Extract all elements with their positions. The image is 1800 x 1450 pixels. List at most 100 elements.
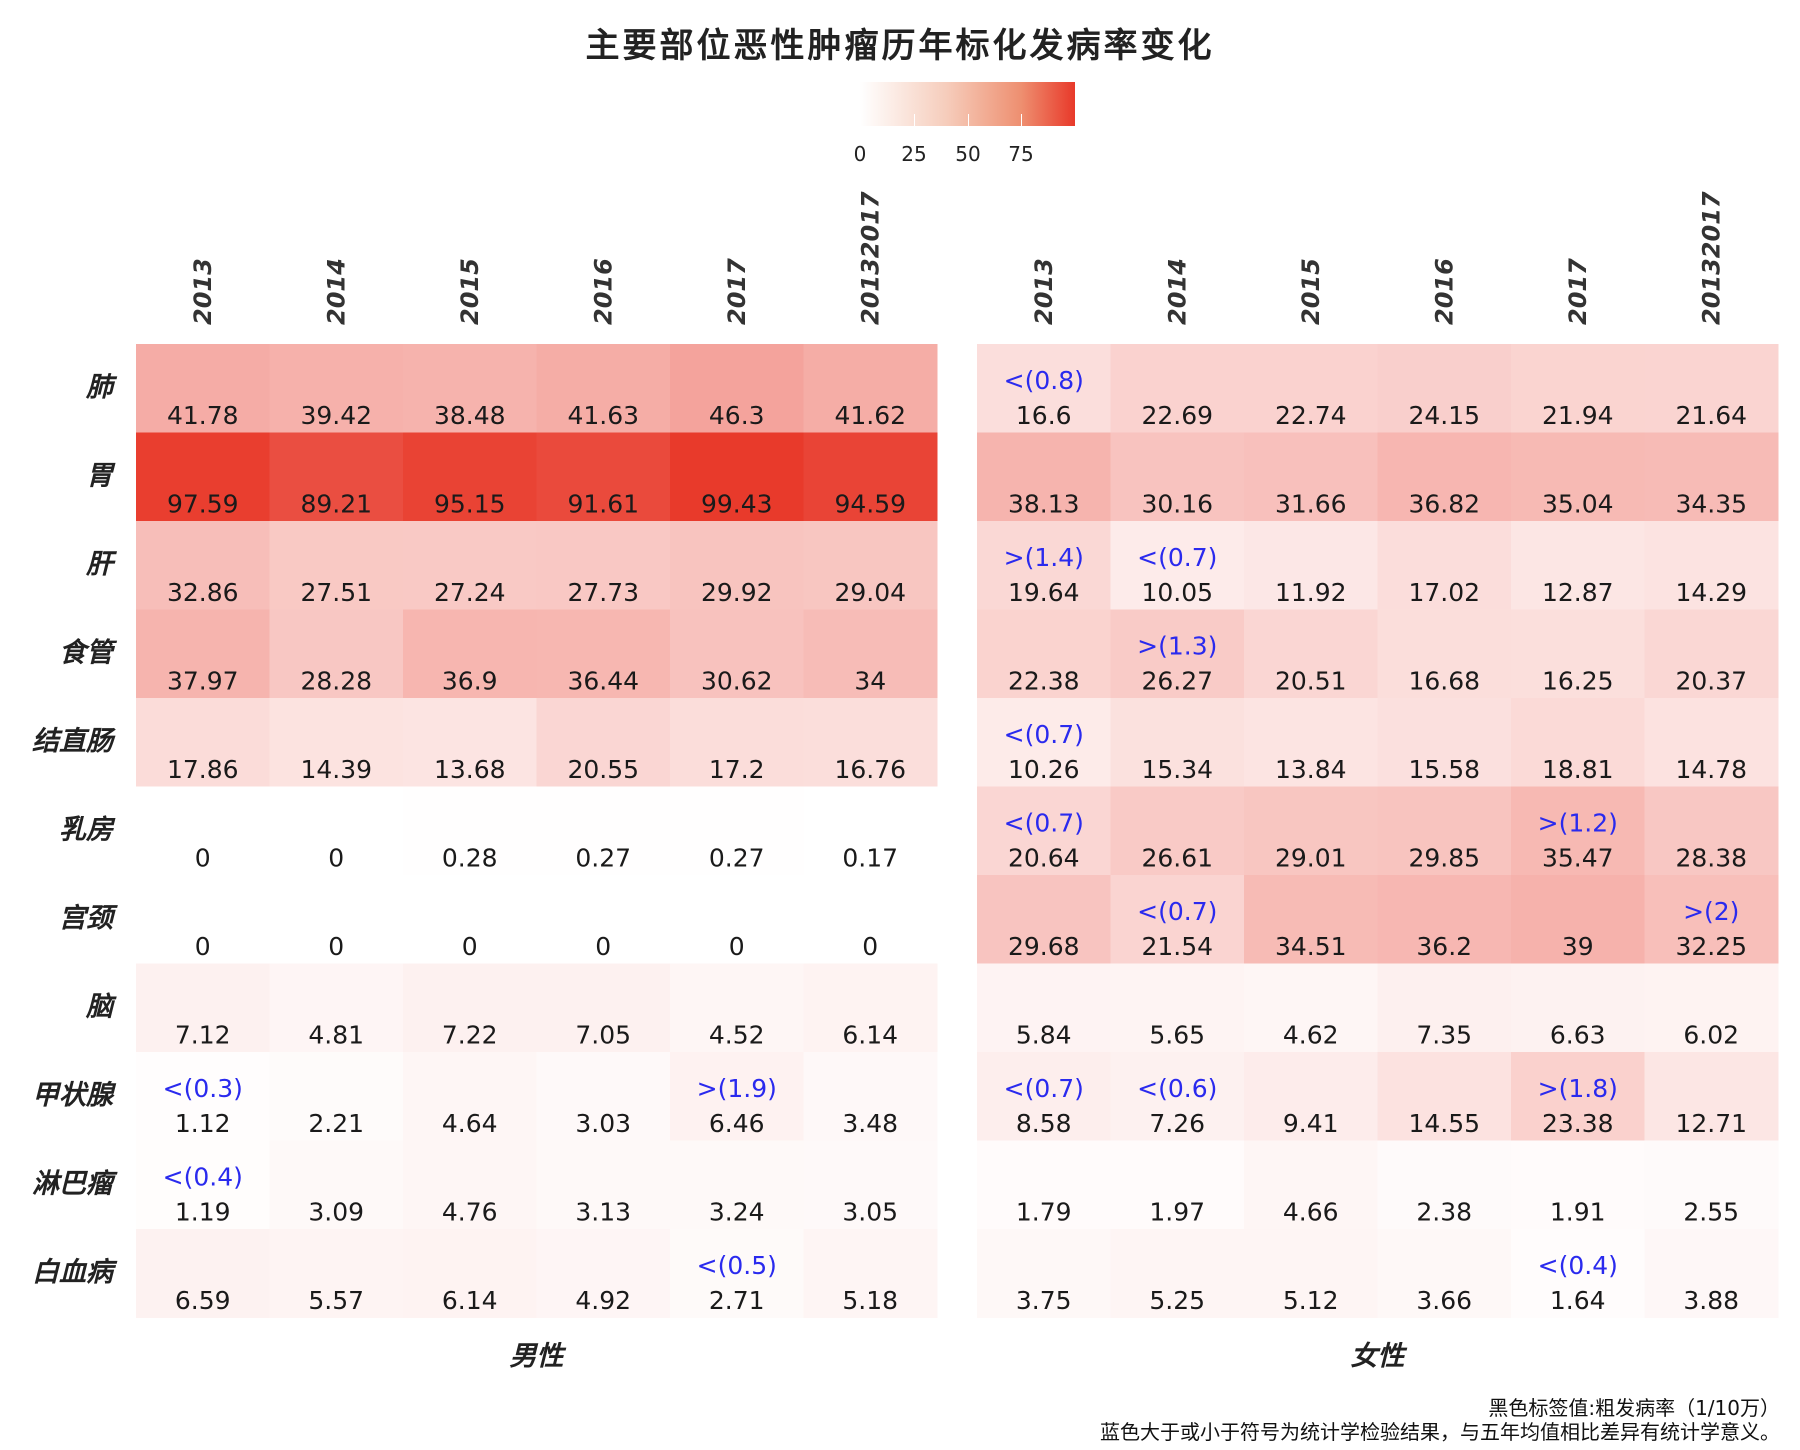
heatmap-cell [536,698,671,787]
value-label: 3.88 [1683,1286,1739,1315]
value-label: 14.29 [1675,578,1747,607]
value-label: 16.76 [834,755,906,784]
heatmap-cell [1244,432,1378,522]
value-label: 4.62 [1283,1021,1339,1050]
value-label: 6.63 [1550,1021,1606,1050]
value-label: 41.62 [834,401,906,430]
heatmap-cell [670,521,804,610]
heatmap-cell [1377,1052,1512,1141]
value-label: 3.48 [842,1109,898,1138]
heatmap-cell [1644,786,1779,876]
heatmap-cell [536,344,671,433]
heatmap-cell [536,786,671,876]
heatmap-cell [536,875,671,964]
column-header: 2013 [189,258,217,325]
heatmap-cell [536,1229,671,1318]
column-header: 2013 [1030,258,1058,325]
value-label: 27.24 [434,578,506,607]
value-label: 0.28 [442,844,498,873]
heatmap-cell [803,963,938,1053]
value-label: 11.92 [1275,578,1347,607]
heatmap-cell [136,609,270,699]
heatmap-cell [269,698,404,787]
value-label: 26.27 [1141,667,1213,696]
value-label: 20.64 [1008,844,1080,873]
heatmap-cell [670,1052,804,1141]
heatmap-cell [977,875,1111,964]
value-label: 12.87 [1542,578,1614,607]
value-label: 14.78 [1675,755,1747,784]
test-label: <(0.3) [163,1074,243,1103]
value-label: 22.38 [1008,667,1080,696]
row-label: 食管 [59,638,118,669]
legend-tick-label: 0 [853,142,867,166]
value-label: 5.84 [1016,1021,1072,1050]
row-label: 结直肠 [32,726,116,757]
heatmap-cell [1511,609,1645,699]
value-label: 94.59 [834,490,906,519]
heatmap-cell [269,786,404,876]
value-label: 3.13 [575,1198,631,1227]
value-label: 0 [328,844,344,873]
heatmap-cell [1511,521,1645,610]
heatmap-cell [136,432,270,522]
value-label: 31.66 [1275,490,1347,519]
heatmap-cell [1244,609,1378,699]
heatmap-cell [269,1052,404,1141]
column-header: 2016 [589,258,617,325]
value-label: 41.63 [567,401,639,430]
heatmap-cell [1644,432,1779,522]
footnote-line-1: 黑色标签值:粗发病率（1/10万） [1488,1396,1780,1420]
heatmap-cell [136,786,270,876]
value-label: 22.69 [1141,401,1213,430]
test-label: >(1.8) [1538,1074,1618,1103]
value-label: 37.97 [167,667,239,696]
heatmap-cell [536,1052,671,1141]
value-label: 14.39 [300,755,372,784]
value-label: 7.12 [175,1021,231,1050]
heatmap-cell [1377,609,1512,699]
value-label: 7.35 [1416,1021,1472,1050]
heatmap-cell [977,786,1111,876]
value-label: 5.57 [308,1286,364,1315]
value-label: 23.38 [1542,1109,1614,1138]
row-label: 宫颈 [59,903,118,934]
value-label: 29.92 [701,578,773,607]
column-header: 2015 [1297,258,1325,325]
heatmap-cell [977,1140,1111,1230]
value-label: 41.78 [167,401,239,430]
heatmap-cell [403,344,537,433]
value-label: 0.27 [709,844,765,873]
value-label: 2.21 [308,1109,364,1138]
heatmap-cell [269,875,404,964]
value-label: 10.05 [1141,578,1213,607]
row-label: 甲状腺 [32,1080,117,1111]
column-header: 20132017 [1697,191,1725,325]
value-label: 22.74 [1275,401,1347,430]
value-label: 95.15 [434,490,506,519]
heatmap-cell [536,609,671,699]
value-label: 7.26 [1149,1109,1205,1138]
value-label: 4.64 [442,1109,498,1138]
value-label: 2.38 [1416,1198,1472,1227]
heatmap-cell [1511,344,1645,433]
value-label: 13.84 [1275,755,1347,784]
heatmap-cell [977,521,1111,610]
value-label: 24.15 [1408,401,1480,430]
heatmap-cell [977,344,1111,433]
column-header: 2015 [456,258,484,325]
heatmap-cell [403,1229,537,1318]
heatmap-cell [403,786,537,876]
heatmap-cell [1244,1140,1378,1230]
value-label: 6.14 [842,1021,898,1050]
value-label: 46.3 [709,401,765,430]
legend-tick-mark [1021,114,1022,126]
heatmap-cell [1644,344,1779,433]
value-label: 30.62 [701,667,773,696]
heatmap-cell [1377,432,1512,522]
heatmap-cell [1244,875,1378,964]
value-label: 15.58 [1408,755,1480,784]
value-label: 5.25 [1149,1286,1205,1315]
row-label: 白血病 [32,1257,118,1288]
